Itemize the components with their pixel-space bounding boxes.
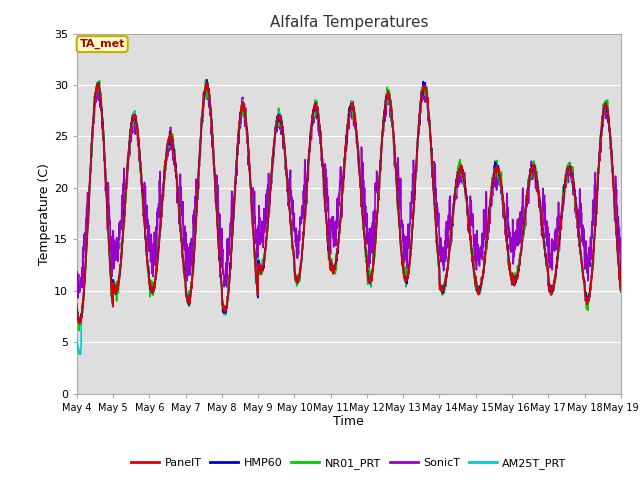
Text: TA_met: TA_met [79, 39, 125, 49]
Title: Alfalfa Temperatures: Alfalfa Temperatures [269, 15, 428, 30]
X-axis label: Time: Time [333, 415, 364, 429]
Y-axis label: Temperature (C): Temperature (C) [38, 163, 51, 264]
Legend: PanelT, HMP60, NR01_PRT, SonicT, AM25T_PRT: PanelT, HMP60, NR01_PRT, SonicT, AM25T_P… [127, 453, 571, 473]
